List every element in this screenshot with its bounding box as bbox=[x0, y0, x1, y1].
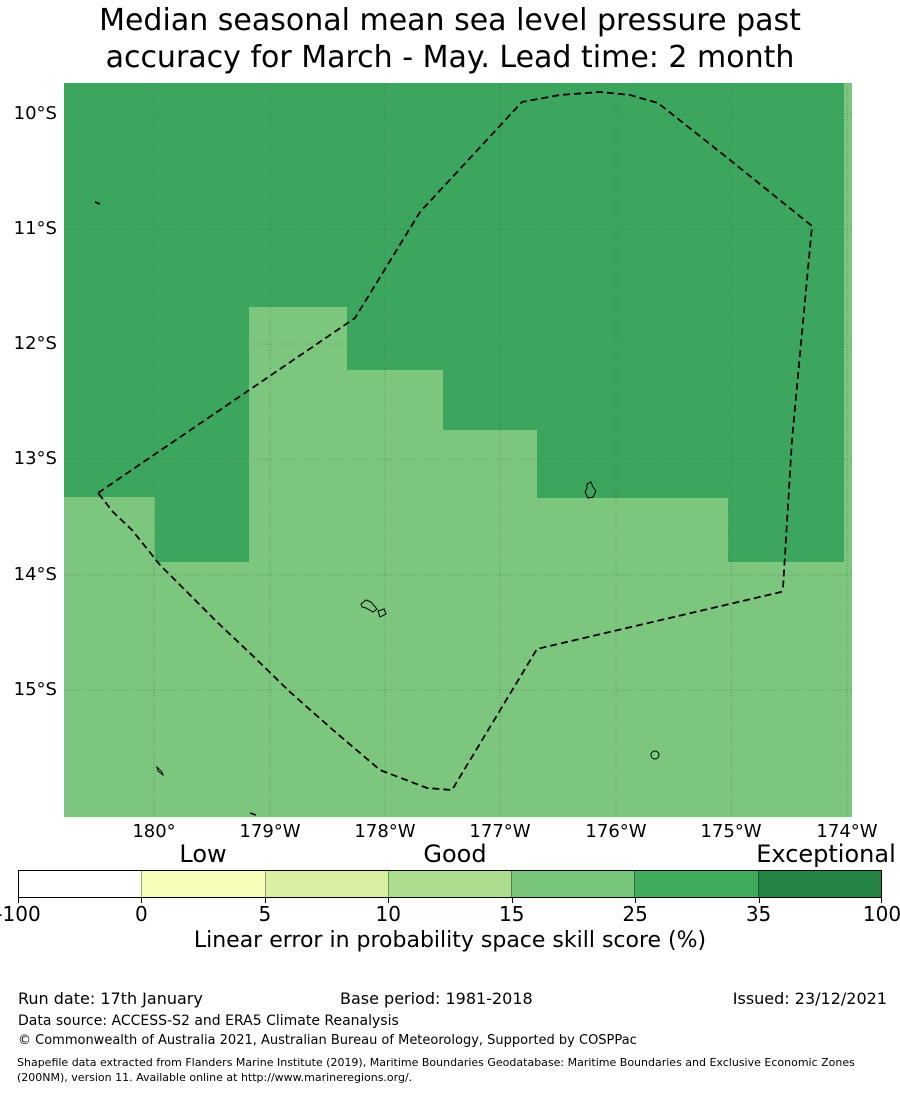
colorbar-axis-label: Linear error in probability space skill … bbox=[193, 928, 707, 953]
island-outline bbox=[650, 750, 660, 760]
chart-title-line1: Median seasonal mean sea level pressure … bbox=[99, 3, 801, 38]
lat-tick-label: 13°S bbox=[13, 448, 57, 469]
lon-tick-label: 176°W bbox=[585, 821, 647, 842]
colorbar-tickmark bbox=[511, 898, 513, 903]
skill-region-mid bbox=[64, 307, 852, 817]
colorbar-tickmark bbox=[264, 898, 266, 903]
colorbar bbox=[18, 870, 882, 898]
colorbar-tickmark bbox=[141, 898, 143, 903]
colorbar-segment-0-to-5 bbox=[141, 871, 265, 897]
colorbar-ticks: -100 0 5 10 15 25 35 100 bbox=[0, 898, 900, 928]
colorbar-segment-15-to-25 bbox=[511, 871, 635, 897]
lon-tick-label: 177°W bbox=[469, 821, 531, 842]
island-outline bbox=[360, 599, 378, 613]
lat-tick-label: 15°S bbox=[13, 679, 57, 700]
run-date-text: Run date: 17th January bbox=[18, 989, 203, 1008]
colorbar-tick-label: 0 bbox=[135, 902, 148, 926]
colorbar-tickmark bbox=[18, 898, 19, 903]
lat-tick-label: 11°S bbox=[13, 218, 57, 239]
base-period-text: Base period: 1981-2018 bbox=[340, 989, 533, 1008]
skill-map-svg bbox=[64, 83, 852, 817]
colorbar-quality-label-low: Low bbox=[179, 840, 227, 868]
colorbar-segment--100-to-0 bbox=[19, 871, 142, 897]
island-outline bbox=[156, 765, 165, 777]
data-source-text: Data source: ACCESS-S2 and ERA5 Climate … bbox=[18, 1013, 399, 1029]
lon-tick-label: 178°W bbox=[354, 821, 416, 842]
chart-title: Median seasonal mean sea level pressure … bbox=[0, 2, 900, 76]
island-outline bbox=[249, 812, 257, 816]
lon-tick-label: 175°W bbox=[700, 821, 762, 842]
colorbar-tickmark bbox=[758, 898, 760, 903]
colorbar-tickmark bbox=[388, 898, 390, 903]
colorbar-quality-label-exceptional: Exceptional bbox=[756, 840, 896, 868]
map-canvas bbox=[64, 83, 852, 817]
colorbar-quality-label-good: Good bbox=[423, 840, 487, 868]
island-outline bbox=[94, 201, 101, 205]
colorbar-tickmark bbox=[635, 898, 637, 903]
lat-tick-label: 14°S bbox=[13, 564, 57, 585]
colorbar-tick-label: 15 bbox=[498, 902, 525, 926]
colorbar-tick-label: -100 bbox=[0, 902, 41, 926]
colorbar-segment-5-to-10 bbox=[264, 871, 388, 897]
lat-tick-label: 10°S bbox=[13, 103, 57, 124]
colorbar-segment-10-to-15 bbox=[387, 871, 512, 897]
island-outline bbox=[377, 608, 387, 618]
chart-title-line2: accuracy for March - May. Lead time: 2 m… bbox=[105, 40, 795, 75]
colorbar-tick-label: 35 bbox=[745, 902, 772, 926]
lat-tick-label: 12°S bbox=[13, 333, 57, 354]
colorbar-tick-label: 25 bbox=[622, 902, 648, 926]
colorbar-tick-label: 100 bbox=[862, 902, 900, 926]
colorbar-segment-25-to-35 bbox=[634, 871, 758, 897]
island-outline bbox=[584, 481, 597, 499]
colorbar-tickmark bbox=[881, 898, 882, 903]
skill-region-edge-strip bbox=[844, 83, 852, 817]
lon-tick-label: 179°W bbox=[239, 821, 301, 842]
issued-text: Issued: 23/12/2021 bbox=[732, 989, 887, 1008]
colorbar-tick-label: 5 bbox=[258, 902, 272, 926]
colorbar-segment-35-to-100 bbox=[757, 871, 881, 897]
shapefile-note-text: Shapefile data extracted from Flanders M… bbox=[17, 1056, 855, 1084]
colorbar-tick-label: 10 bbox=[375, 902, 402, 926]
lon-tick-label: 180° bbox=[132, 821, 176, 842]
lon-tick-label: 174°W bbox=[816, 821, 878, 842]
copyright-text: © Commonwealth of Australia 2021, Austra… bbox=[18, 1033, 637, 1048]
eez-boundary bbox=[97, 91, 813, 791]
